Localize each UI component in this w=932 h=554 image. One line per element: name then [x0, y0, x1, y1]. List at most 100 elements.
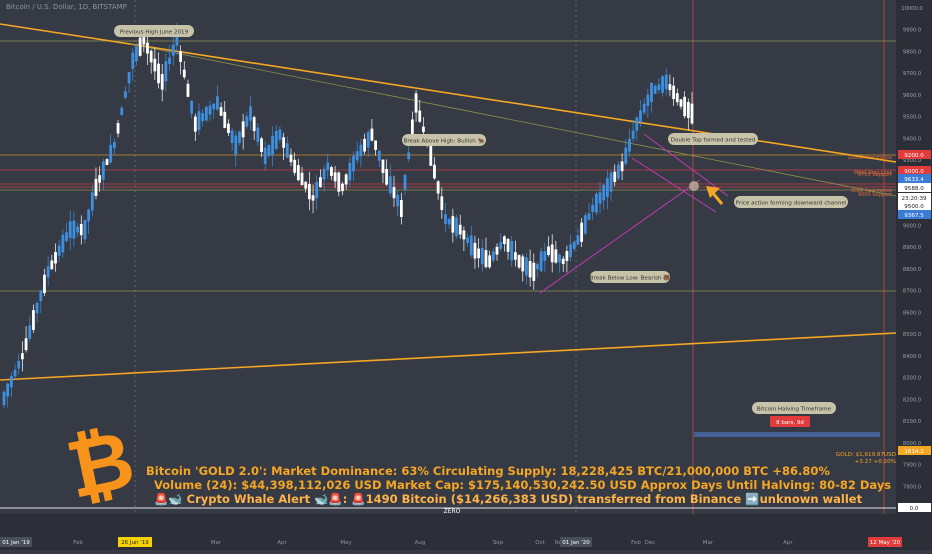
annotation-text: Break Above High: Bullish 🐂 — [404, 138, 485, 145]
candle — [576, 235, 580, 245]
price-tag — [898, 183, 931, 192]
candle — [65, 232, 68, 242]
candle — [293, 159, 297, 173]
candle — [392, 187, 396, 199]
gold-change-text: +3.27 +0.20% — [855, 459, 896, 465]
candle — [359, 144, 363, 157]
candle — [410, 119, 414, 140]
candle — [348, 162, 352, 181]
candle — [580, 222, 584, 242]
price-tick-label: 8100.0 — [903, 419, 921, 425]
annotation-text: Break Below Low: Bearish 🐻 — [590, 274, 671, 282]
candle — [477, 248, 481, 259]
candle — [263, 147, 267, 164]
price-tick-label: 8600.0 — [903, 310, 921, 316]
price-tag — [898, 150, 931, 159]
vertical-markers — [134, 0, 885, 514]
candle — [650, 82, 653, 102]
candle — [171, 44, 175, 56]
price-tag — [898, 193, 931, 202]
whale-alert-line: 🚨🐋 Crypto Whale Alert 🐋🚨: 🚨1490 Bitcoin … — [154, 492, 863, 506]
time-axis[interactable]: 01 Jan '19 Feb Mar Apr May 26 Jun '19 Aug Sep Oc… — [0, 514, 932, 550]
channel-line — [631, 157, 717, 213]
level-tag: 9750 Support — [858, 172, 892, 178]
candle — [127, 71, 131, 84]
candle — [352, 156, 355, 172]
candle — [274, 130, 278, 149]
candle — [510, 241, 514, 261]
price-tick-label: 8700.0 — [903, 289, 921, 295]
candle — [499, 242, 503, 249]
candle — [208, 105, 212, 115]
candle — [168, 57, 171, 64]
candle — [138, 37, 142, 56]
candle — [311, 195, 315, 201]
candle — [131, 52, 135, 69]
candle — [403, 174, 407, 190]
annotation-text: Double Top formed and tested — [671, 138, 756, 144]
time-tick-label: Mar — [211, 540, 222, 546]
candle — [679, 99, 683, 107]
candle — [628, 138, 631, 152]
time-label-box — [118, 537, 152, 547]
price-axis[interactable]: 10000.0 9900.0 9800.0 9700.0 9600.0 9500.0 940… — [836, 0, 932, 514]
candle — [157, 63, 160, 84]
candle — [285, 143, 289, 158]
price-tick-label: 9800.0 — [903, 49, 921, 55]
time-tick-label: Apr — [277, 540, 287, 546]
candle — [668, 84, 672, 91]
candle — [90, 192, 94, 211]
candle — [245, 116, 249, 127]
time-tick-label: 26 Jun '19 — [121, 540, 149, 546]
candle — [182, 69, 186, 78]
candle — [193, 116, 197, 132]
level-tag: 9000 Support — [858, 192, 892, 198]
candle — [153, 58, 157, 72]
price-tag — [898, 166, 931, 175]
candle — [326, 162, 330, 170]
price-tag — [898, 446, 931, 455]
symbol-info: Bitcoin / U.S. Dollar, 1D, BITSTAMP — [6, 3, 127, 11]
candle — [271, 135, 274, 155]
candle — [672, 85, 676, 100]
candle — [72, 220, 76, 239]
price-tick-label: 9700.0 — [903, 71, 921, 77]
candle — [142, 34, 146, 45]
candle — [300, 172, 304, 186]
gold-price-text: GOLD: $1,619.87USD — [836, 452, 896, 458]
candle — [256, 127, 260, 142]
candle — [330, 167, 333, 177]
price-tag-text: 1614.2 — [904, 449, 924, 455]
candle — [635, 117, 639, 131]
candle — [536, 263, 539, 270]
candle — [315, 181, 319, 199]
candle — [583, 215, 587, 234]
candle — [591, 205, 595, 212]
gray-trendline — [129, 43, 897, 197]
candle — [422, 126, 425, 133]
orange-arrow-head — [706, 186, 720, 198]
market-info-line: Bitcoin 'GOLD 2.0': Market Dominance: 63… — [146, 464, 830, 478]
candle — [521, 256, 525, 272]
candle — [197, 111, 201, 130]
price-tag — [898, 210, 931, 219]
candle — [639, 110, 642, 122]
candle — [683, 96, 687, 117]
price-tick-label: 9300.0 — [903, 158, 921, 164]
candle — [32, 310, 35, 330]
candle — [653, 85, 657, 94]
candle — [554, 249, 558, 263]
price-tag — [898, 503, 931, 512]
candle — [241, 121, 245, 138]
candle — [190, 100, 194, 114]
candle — [594, 193, 598, 213]
candle — [598, 192, 602, 204]
price-axis-bg — [896, 0, 932, 514]
level-label-zero: ZERO — [444, 508, 461, 515]
candle — [385, 169, 389, 185]
price-tag-text: 0.0 — [910, 506, 919, 512]
annotation-bubble — [402, 134, 486, 146]
candle — [109, 144, 113, 163]
price-tick-label: 8200.0 — [903, 397, 921, 403]
